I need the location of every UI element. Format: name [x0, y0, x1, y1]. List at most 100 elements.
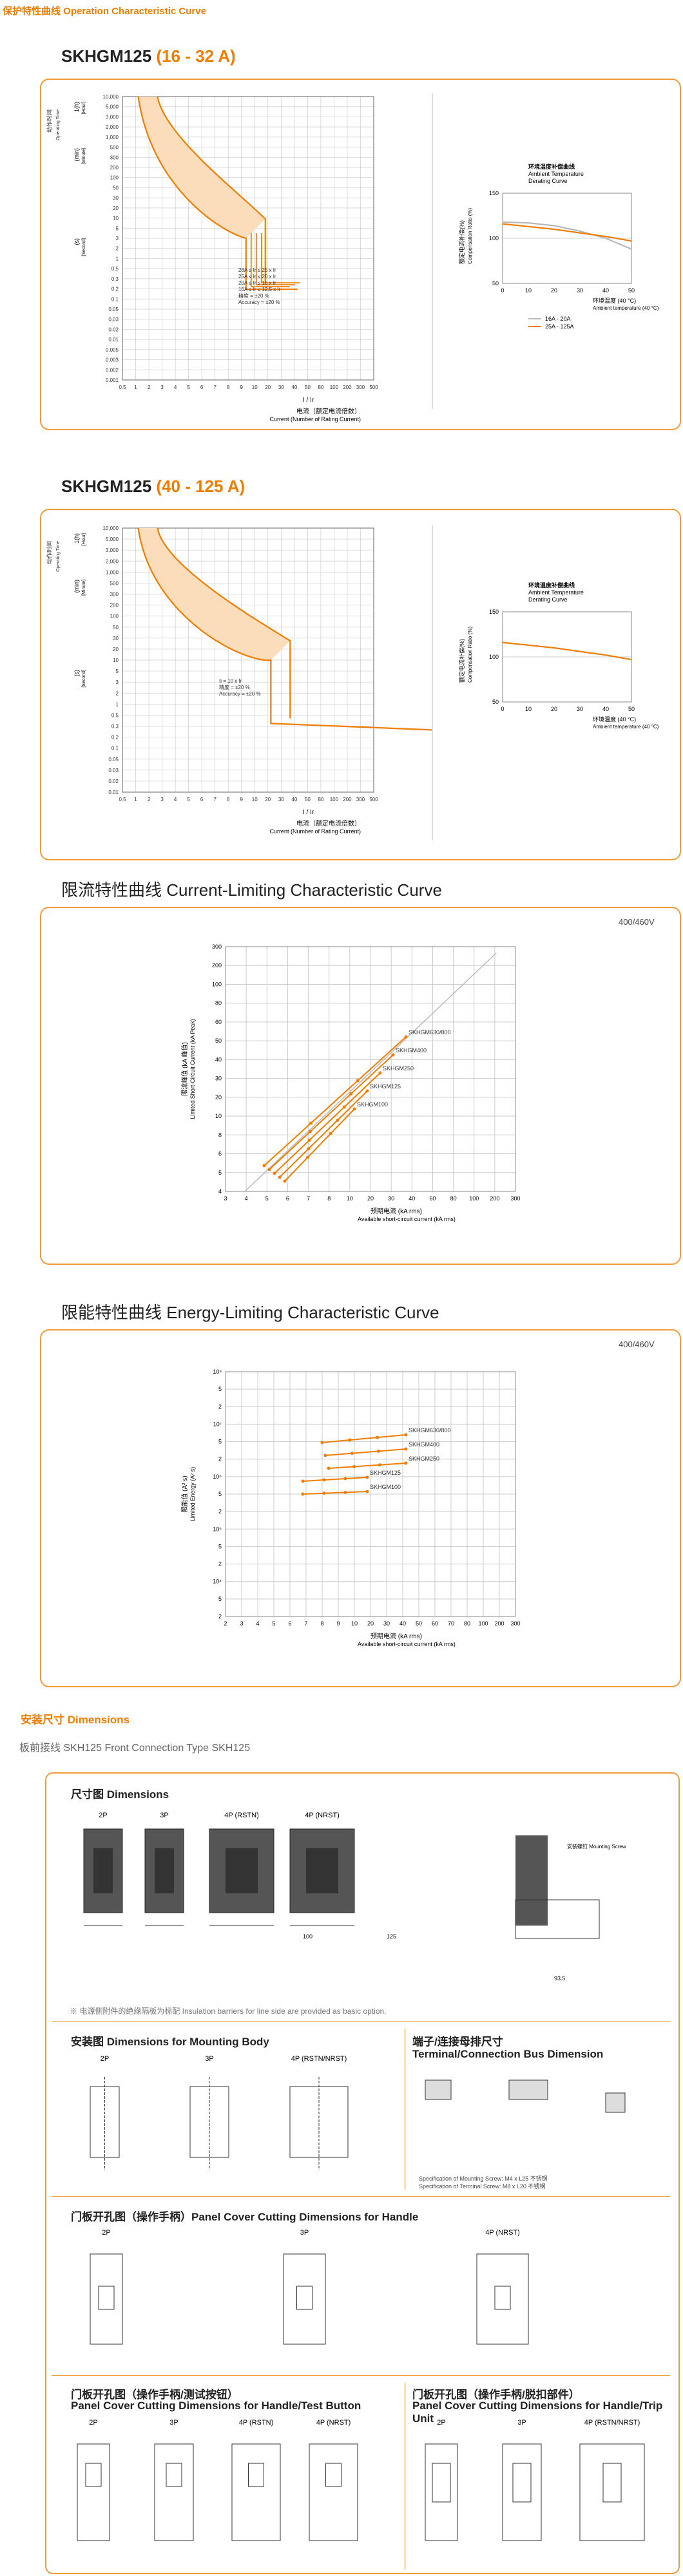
- panel-drawings: 2P 3P 4P (NRST): [90, 2229, 529, 2345]
- y-tick-label: 5: [218, 1439, 222, 1445]
- series-label: SKHGM100: [357, 1101, 388, 1108]
- x-tick-label: 3: [160, 797, 164, 802]
- y-label-en: Operating Time: [56, 541, 61, 572]
- series-point: [322, 1492, 326, 1495]
- pole-label: 2P: [101, 2055, 109, 2063]
- series-point: [404, 1461, 408, 1465]
- y-tick-label: 0.001: [106, 377, 119, 383]
- x-tick-label: 50: [305, 384, 311, 390]
- x-tick-label: 20: [551, 706, 557, 712]
- plot-frame: [502, 611, 632, 703]
- x-tick-label: 5: [187, 797, 190, 802]
- amb-y-label-en: Compensation Ratio (%): [467, 208, 473, 264]
- y-tick-label: 10,000: [103, 526, 119, 531]
- dims-outline-title: 尺寸图 Dimensions: [71, 1788, 169, 1801]
- x-tick-label: 80: [318, 384, 323, 390]
- series-point: [343, 1477, 347, 1481]
- el-title: 限能特性曲线 Energy-Limiting Characteristic Cu…: [61, 1303, 439, 1322]
- x-tick-label: 10: [525, 706, 532, 712]
- series-label: SKHGM125: [370, 1470, 401, 1476]
- y-tick-label: 3: [116, 236, 119, 242]
- amb-x-label-cn: 环境温度 (40 °C): [593, 715, 636, 723]
- unit-label: (s): [73, 670, 80, 677]
- series-point: [301, 1492, 305, 1496]
- series-point: [336, 1119, 340, 1122]
- cl-frame: [40, 907, 681, 1265]
- y-tick-label: 5: [218, 1386, 222, 1392]
- x-tick-label: 500: [369, 797, 378, 802]
- y-tick-label: 3,000: [106, 547, 119, 553]
- x-tick-label: 60: [432, 1620, 438, 1627]
- legend-entry: 25A ≤ Ir ≤ 20 x Ir: [238, 274, 276, 279]
- y-tick-label: 0.03: [108, 317, 119, 323]
- series-point: [323, 1454, 327, 1457]
- y-tick-label: 10⁴: [213, 1578, 222, 1585]
- x-tick-label: 6: [286, 1195, 289, 1202]
- panel2-drawings: 2P 3P 4P (RSTN) 4P (NRST): [77, 2419, 358, 2541]
- pole-label: 4P (RSTN/NRST): [291, 2055, 347, 2063]
- pole-label: 3P: [300, 2229, 309, 2237]
- pole-label: 4P (NRST): [316, 2419, 351, 2427]
- x-label-en: Current (Number of Rating Current): [269, 828, 361, 835]
- y-tick-label: 0.3: [111, 276, 119, 282]
- y-tick-label: 6: [218, 1151, 222, 1157]
- panel3-title-en: Panel Cover Cutting Dimensions for Handl…: [412, 2400, 663, 2425]
- x-tick-label: 50: [305, 797, 311, 802]
- x-tick-label: 10: [525, 287, 532, 294]
- terminal-detail: [425, 2079, 452, 2100]
- x-tick-label: 100: [330, 384, 339, 390]
- section-header-operation: 保护特性曲线 Operation Characteristic Curve: [3, 6, 206, 17]
- panel2-title-cn: 门板开孔图（操作手柄/测试按钮）: [71, 2389, 238, 2401]
- x-tick-label: 10: [351, 1620, 358, 1627]
- cl-voltage: 400/460V: [619, 917, 655, 927]
- oc2-title: SKHGM125 (40 - 125 A): [61, 477, 245, 496]
- y-tick-label: 300: [110, 592, 119, 598]
- x-tick-label: 5: [265, 1195, 269, 1202]
- x-tick-label: 100: [469, 1195, 479, 1202]
- y-label-en: Limited Energy (A² s): [189, 1467, 196, 1522]
- x-tick-label: 3: [224, 1195, 227, 1202]
- curve-upper: [157, 96, 266, 285]
- series-label: SKHGM400: [409, 1441, 439, 1448]
- pole-label: 2P: [99, 1812, 107, 1819]
- y-tick-label: 5: [218, 1543, 222, 1549]
- y-tick-label: 50: [492, 699, 499, 705]
- x-tick-label: 80: [318, 797, 323, 802]
- x-tick-label: 30: [383, 1620, 390, 1627]
- legend-entry: 精度 = ±20 %: [219, 684, 250, 690]
- x-tick-label: 200: [343, 797, 352, 802]
- mount-title: 安装图 Dimensions for Mounting Body: [71, 2036, 269, 2048]
- x-tick-label: 6: [288, 1620, 291, 1627]
- plot-frame: [225, 1371, 516, 1617]
- series-point: [278, 1175, 282, 1179]
- series-line: [274, 1072, 381, 1174]
- y-tick-label: 200: [110, 165, 119, 171]
- x-tick-label: 7: [304, 1620, 307, 1627]
- series-label: SKHGM100: [370, 1484, 401, 1490]
- y-tick-label: 10: [113, 216, 119, 222]
- panel-outline: [283, 2253, 326, 2345]
- y-tick-label: 1: [116, 256, 119, 261]
- oc1-chart: 10,0005,0003,0002,0001,00050030020010050…: [46, 94, 378, 422]
- x-label-en: Available short-circuit current (kA rms): [358, 1641, 456, 1647]
- oc1-title: SKHGM125 (16 - 32 A): [61, 46, 236, 66]
- pole-label: 4P (RSTN): [239, 2419, 274, 2427]
- series-line: [284, 1108, 355, 1182]
- series-line: [302, 1477, 368, 1482]
- series-point: [350, 1452, 354, 1455]
- amb-series-line: [502, 221, 632, 250]
- panel-outline: [579, 2443, 645, 2541]
- x-tick-label: 20: [265, 384, 271, 390]
- terminal-note1: Specification of Mounting Screw: M4 x L2…: [419, 2175, 548, 2182]
- x-tick-label: 20: [551, 287, 557, 294]
- x-tick-label: 8: [227, 384, 230, 390]
- panel-outline: [309, 2443, 358, 2541]
- reference-line: [244, 952, 497, 1192]
- terminal-note2: Specification of Terminal Screw: M8 x L2…: [419, 2183, 546, 2190]
- x-tick-label: 300: [510, 1620, 520, 1627]
- unit-label: (min): [73, 580, 80, 593]
- series-point: [404, 1035, 408, 1039]
- y-tick-label: 0.3: [111, 724, 119, 730]
